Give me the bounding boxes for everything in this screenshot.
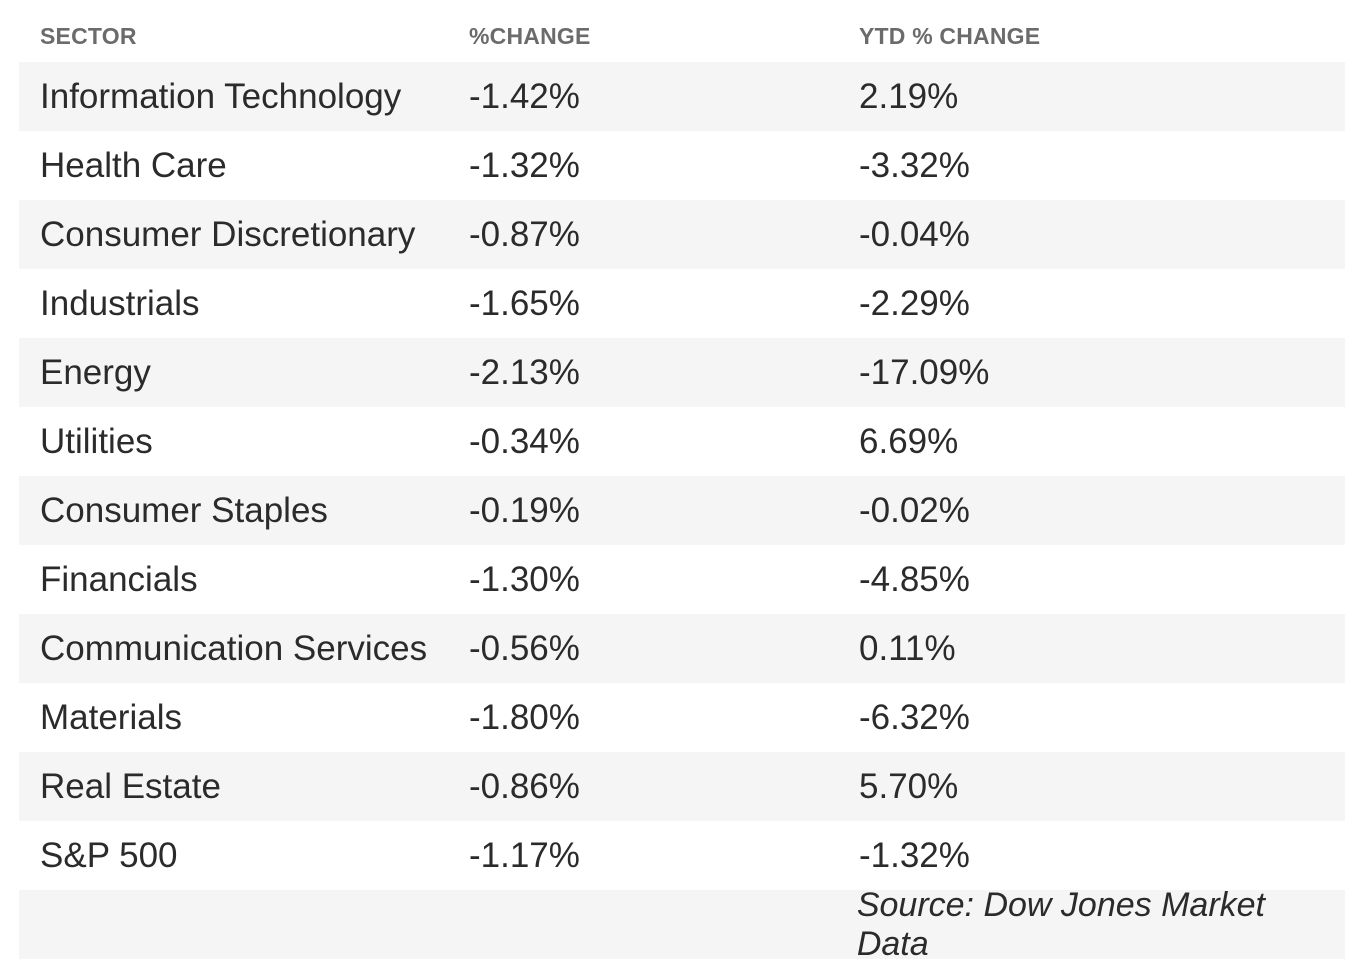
- percent-change: -1.80%: [469, 697, 580, 737]
- table-row: Industrials -1.65% -2.29%: [19, 269, 1345, 338]
- percent-change: -0.34%: [469, 421, 580, 461]
- sector-name: Communication Services: [40, 628, 428, 668]
- sector-name: Real Estate: [40, 766, 221, 806]
- ytd-percent-change: -0.04%: [859, 214, 970, 254]
- table-row: Real Estate -0.86% 5.70%: [19, 752, 1345, 821]
- ytd-percent-change: -0.02%: [859, 490, 970, 530]
- table-header-row: SECTOR %CHANGE YTD % CHANGE: [19, 0, 1345, 62]
- ytd-percent-change: 0.11%: [859, 628, 956, 668]
- sector-name: S&P 500: [40, 835, 178, 875]
- sector-name: Industrials: [40, 283, 200, 323]
- sector-name: Utilities: [40, 421, 153, 461]
- ytd-percent-change: 6.69%: [859, 421, 959, 461]
- table-row: S&P 500 -1.17% -1.32%: [19, 821, 1345, 890]
- percent-change: -0.56%: [469, 628, 580, 668]
- sector-performance-table: SECTOR %CHANGE YTD % CHANGE Information …: [19, 0, 1345, 963]
- sector-name: Consumer Staples: [40, 490, 328, 530]
- percent-change: -0.19%: [469, 490, 580, 530]
- sector-name: Consumer Discretionary: [40, 214, 416, 254]
- percent-change: -1.17%: [469, 835, 580, 875]
- table-row: Consumer Discretionary -0.87% -0.04%: [19, 200, 1345, 269]
- percent-change: -1.32%: [469, 145, 580, 185]
- header-ytd-percent-change: YTD % CHANGE: [859, 22, 1041, 49]
- ytd-percent-change: -17.09%: [859, 352, 990, 392]
- table-row: Financials -1.30% -4.85%: [19, 545, 1345, 614]
- source-note: Source: Dow Jones Market Data: [856, 885, 1265, 963]
- ytd-percent-change: -1.32%: [859, 835, 970, 875]
- ytd-percent-change: -3.32%: [859, 145, 970, 185]
- ytd-percent-change: -2.29%: [859, 283, 970, 323]
- ytd-percent-change: -4.85%: [859, 559, 970, 599]
- source-footer-row: Source: Dow Jones Market Data: [19, 886, 1345, 963]
- percent-change: -0.87%: [469, 214, 580, 254]
- sector-name: Health Care: [40, 145, 227, 185]
- table-row: Health Care -1.32% -3.32%: [19, 131, 1345, 200]
- percent-change: -1.42%: [469, 76, 580, 116]
- header-sector: SECTOR: [40, 22, 137, 49]
- table-row: Utilities -0.34% 6.69%: [19, 407, 1345, 476]
- sector-name: Energy: [40, 352, 151, 392]
- table-row: Energy -2.13% -17.09%: [19, 338, 1345, 407]
- table-row: Materials -1.80% -6.32%: [19, 683, 1345, 752]
- percent-change: -0.86%: [469, 766, 580, 806]
- table-row: Information Technology -1.42% 2.19%: [19, 62, 1345, 131]
- percent-change: -2.13%: [469, 352, 580, 392]
- ytd-percent-change: -6.32%: [859, 697, 970, 737]
- table-row: Consumer Staples -0.19% -0.02%: [19, 476, 1345, 545]
- ytd-percent-change: 5.70%: [859, 766, 959, 806]
- table-row: Communication Services -0.56% 0.11%: [19, 614, 1345, 683]
- percent-change: -1.30%: [469, 559, 580, 599]
- sector-name: Financials: [40, 559, 198, 599]
- sector-name: Information Technology: [40, 76, 402, 116]
- ytd-percent-change: 2.19%: [859, 76, 959, 116]
- sector-name: Materials: [40, 697, 182, 737]
- header-percent-change: %CHANGE: [469, 22, 591, 49]
- percent-change: -1.65%: [469, 283, 580, 323]
